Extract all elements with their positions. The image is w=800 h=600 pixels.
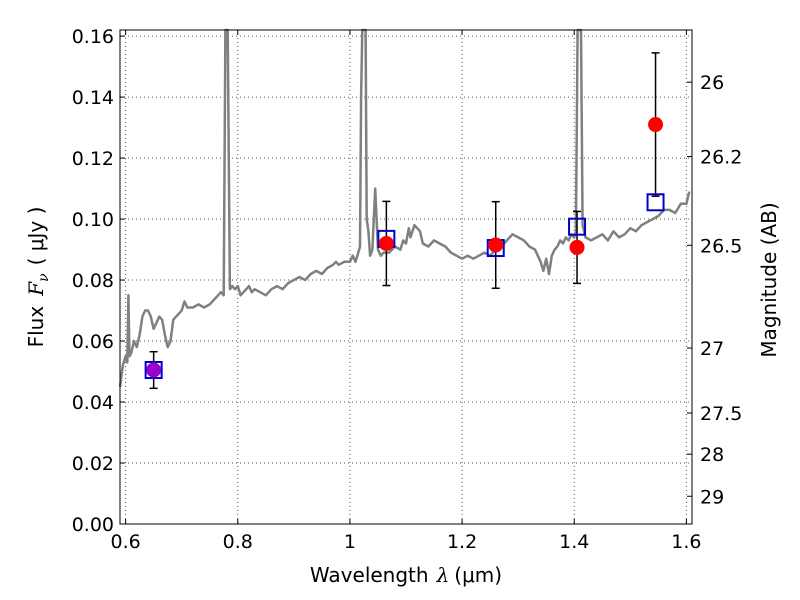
x-tick-label: 1.2 (447, 531, 477, 553)
model-photometry-square (144, 361, 163, 380)
y-tick-label: 0.10 (72, 209, 114, 231)
y-tick-label: 0.14 (72, 87, 114, 109)
x-axis-label: Wavelength λ (μm) (310, 563, 502, 587)
y-tick-label: 0.04 (72, 392, 114, 414)
y-tick-label: 0.08 (72, 270, 114, 292)
y2-tick-label: 29 (700, 486, 724, 508)
y2-tick-label: 27.5 (700, 403, 742, 425)
x-tick-label: 0.6 (110, 531, 140, 553)
y-axis-label: FluxFν( μJy ) (24, 207, 52, 348)
x-tick-label: 1.4 (559, 531, 589, 553)
model-photometry-square (568, 217, 587, 236)
x-tick-label: 1.6 (671, 531, 701, 553)
y-tick-label: 0.16 (72, 26, 114, 48)
gridlines (120, 30, 692, 525)
y-tick-label: 0.06 (72, 331, 114, 353)
y2-tick-label: 28 (700, 444, 724, 466)
x-tick-label: 0.8 (223, 531, 253, 553)
observed-photometry-point (488, 237, 504, 253)
spectrum-series (118, 28, 691, 387)
observed-photometry-series (146, 117, 664, 378)
y2-tick-label: 26 (700, 72, 724, 94)
x-tick-label: 1 (344, 531, 356, 553)
y-tick-label: 0.00 (72, 514, 114, 536)
y2-tick-label: 27 (700, 338, 724, 360)
model-photometry-square (646, 193, 665, 212)
y-axis-ticks: 0.00 0.02 0.04 0.06 0.08 0.10 0.12 0.14 0.16 (72, 26, 125, 536)
spectrum-line (118, 28, 691, 387)
y2-tick-label: 26.5 (700, 235, 742, 257)
plot-frame (119, 29, 693, 525)
y-tick-label: 0.02 (72, 453, 114, 475)
x-axis-ticks: 0.6 0.8 1 1.2 1.4 1.6 (110, 30, 702, 553)
y-tick-label: 0.12 (72, 148, 114, 170)
y2-axis-label: Magnitude (AB) (757, 202, 781, 357)
observed-photometry-point (569, 239, 585, 255)
observed-photometry-point (648, 117, 664, 133)
observed-photometry-point (146, 362, 162, 378)
y2-axis-ticks: 26 26.2 26.5 27 27.5 28 29 (687, 72, 742, 508)
observed-photometry-point (378, 235, 394, 251)
y2-tick-label: 26.2 (700, 147, 742, 169)
